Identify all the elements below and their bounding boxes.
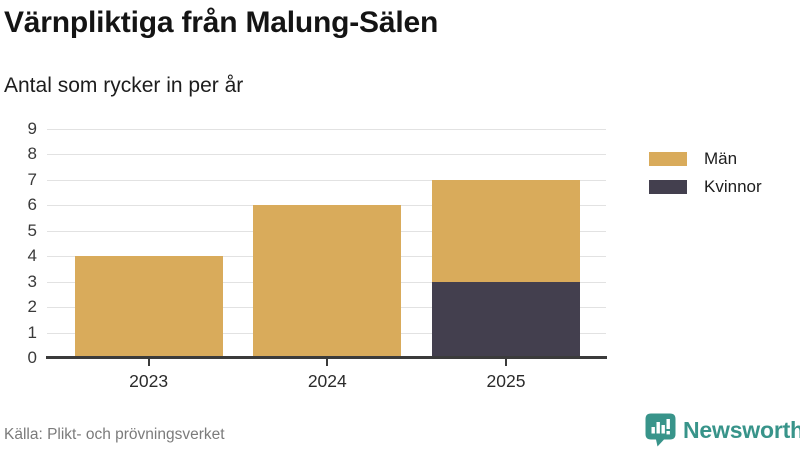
newsworthy-logo: Newsworthy	[645, 413, 800, 447]
y-axis-tick-label-7: 7	[27, 170, 37, 190]
y-axis-tick-label-3: 3	[27, 271, 37, 291]
bar-2024-män	[253, 205, 402, 358]
y-axis-tick-label-4: 4	[27, 246, 37, 266]
y-axis-tick-label-1: 1	[27, 322, 37, 342]
plot-area: 0 1 2 3 4 5 6 7 8 9 2023 2024 2025	[28, 120, 607, 391]
legend-item-kvinnor: Kvinnor	[649, 178, 762, 195]
y-axis-tick-label-9: 9	[27, 119, 37, 139]
x-axis-tick-2023	[147, 358, 150, 366]
y-axis-tick-label-8: 8	[27, 144, 37, 164]
x-axis-label-2024: 2024	[307, 371, 347, 391]
bar-2025-män	[432, 179, 580, 282]
legend-label-män: Män	[704, 149, 738, 168]
y-axis-tick-label-2: 2	[27, 297, 37, 317]
bar-2023-män	[74, 256, 223, 358]
source-note: Källa: Plikt- och prövningsverket	[4, 426, 225, 443]
chart-subtitle: Antal som rycker in per år	[4, 74, 244, 97]
legend: Män Kvinnor	[649, 150, 762, 206]
bar-2025-kvinnor	[432, 281, 580, 358]
legend-item-män: Män	[649, 150, 762, 167]
newsworthy-icon	[645, 413, 676, 447]
gridline-8	[47, 154, 606, 156]
legend-label-kvinnor: Kvinnor	[704, 177, 762, 196]
y-axis-tick-label-6: 6	[27, 195, 37, 215]
x-axis-tick-2024	[326, 358, 329, 366]
y-axis-tick-label-0: 0	[27, 348, 37, 368]
x-axis-tick-2025	[505, 358, 507, 366]
chart-title: Värnpliktiga från Malung-Sälen	[4, 6, 439, 39]
x-axis-line	[46, 356, 607, 359]
newsworthy-wordmark: Newsworthy	[683, 416, 800, 443]
legend-swatch-män	[649, 151, 687, 166]
gridline-9	[47, 129, 606, 130]
x-axis-label-2025: 2025	[486, 371, 526, 391]
gridline-7	[47, 179, 606, 181]
y-axis-tick-label-5: 5	[27, 220, 37, 240]
x-axis-label-2023: 2023	[129, 371, 169, 391]
legend-swatch-kvinnor	[649, 179, 687, 194]
